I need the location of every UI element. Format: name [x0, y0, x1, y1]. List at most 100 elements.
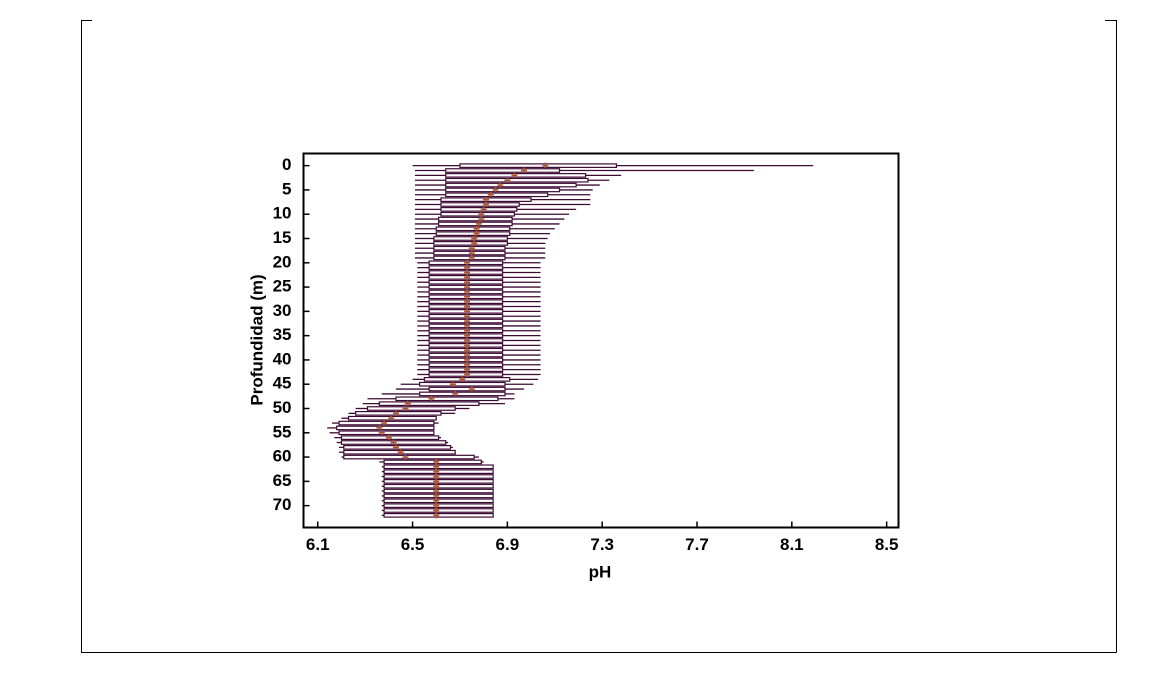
mean-marker: [459, 376, 466, 383]
mean-marker: [471, 240, 478, 247]
mean-marker: [542, 162, 549, 169]
box: [428, 357, 504, 363]
box: [435, 231, 511, 236]
box: [423, 377, 511, 382]
box: [428, 323, 504, 329]
box: [428, 343, 504, 348]
x-tick-label: 6.9: [496, 535, 520, 554]
y-tick-label: 5: [282, 179, 291, 198]
mean-marker: [480, 206, 487, 213]
y-tick-label: 50: [273, 398, 292, 417]
box: [440, 207, 518, 212]
y-tick-label: 25: [273, 277, 292, 296]
box: [428, 313, 504, 319]
y-tick-label: 40: [273, 349, 292, 368]
mean-marker: [468, 254, 475, 261]
mean-marker: [388, 415, 395, 422]
mean-marker: [449, 381, 456, 388]
box: [428, 284, 504, 290]
mean-marker: [378, 429, 385, 436]
x-tick-label: 8.5: [875, 535, 899, 554]
box: [428, 279, 504, 285]
box: [395, 396, 499, 402]
mean-marker: [492, 186, 499, 193]
box: [383, 479, 494, 484]
x-tick-label: 6.1: [306, 535, 330, 554]
plot-area: [302, 152, 900, 529]
box: [383, 459, 482, 465]
box: [428, 318, 504, 324]
box: [419, 381, 506, 387]
mean-marker: [402, 405, 409, 412]
mean-marker: [483, 201, 490, 208]
box: [445, 177, 589, 183]
x-axis-label: pH: [589, 562, 612, 581]
y-axis-label: Profundidad (m): [247, 274, 266, 405]
box: [383, 513, 494, 518]
box: [428, 304, 504, 309]
mean-marker: [478, 216, 485, 223]
box: [428, 265, 504, 270]
box: [428, 367, 504, 372]
mean-marker: [402, 454, 409, 461]
box: [445, 182, 577, 188]
mean-marker: [520, 167, 527, 174]
box: [378, 401, 480, 406]
box: [433, 255, 506, 261]
box: [428, 299, 504, 304]
box: [383, 488, 494, 494]
box: [428, 328, 504, 334]
box: [338, 430, 435, 436]
box: [336, 425, 435, 431]
box: [428, 275, 504, 280]
box: [438, 216, 513, 222]
y-tick-label: 15: [273, 228, 292, 247]
box: [438, 221, 513, 227]
y-tick-label: 45: [273, 374, 292, 393]
box: [428, 362, 504, 368]
box: [340, 435, 440, 440]
box: [428, 347, 504, 353]
box: [383, 493, 494, 499]
y-tick-label: 60: [273, 447, 292, 466]
box: [383, 469, 494, 474]
page-frame: [81, 20, 1117, 653]
mean-marker: [397, 449, 404, 456]
mean-marker: [433, 512, 440, 519]
x-tick-label: 7.7: [685, 535, 709, 554]
mean-marker: [452, 390, 459, 397]
mean-marker: [504, 177, 511, 184]
box: [428, 289, 504, 295]
box: [355, 411, 442, 416]
box: [347, 415, 437, 421]
box: [383, 498, 494, 504]
box: [433, 236, 508, 241]
y-tick-label: 55: [273, 422, 292, 441]
mean-marker: [428, 395, 435, 402]
box: [383, 503, 494, 508]
box: [428, 372, 504, 377]
mean-marker: [497, 182, 504, 189]
mean-marker: [385, 434, 392, 441]
mean-marker: [487, 191, 494, 198]
mean-marker: [392, 444, 399, 451]
box: [445, 173, 587, 178]
y-tick-label: 35: [273, 325, 292, 344]
box: [440, 202, 520, 207]
box: [383, 464, 494, 470]
box: [338, 420, 435, 426]
y-tick-label: 0: [282, 155, 291, 174]
box: [428, 294, 504, 300]
box: [343, 445, 452, 450]
mean-marker: [464, 371, 471, 378]
y-tick-label: 65: [273, 471, 292, 490]
box: [435, 226, 511, 232]
box: [428, 386, 506, 392]
mean-marker: [376, 424, 383, 431]
box: [445, 187, 561, 193]
box: [445, 192, 549, 198]
mean-marker: [390, 439, 397, 446]
box: [428, 260, 504, 266]
box: [343, 454, 475, 460]
